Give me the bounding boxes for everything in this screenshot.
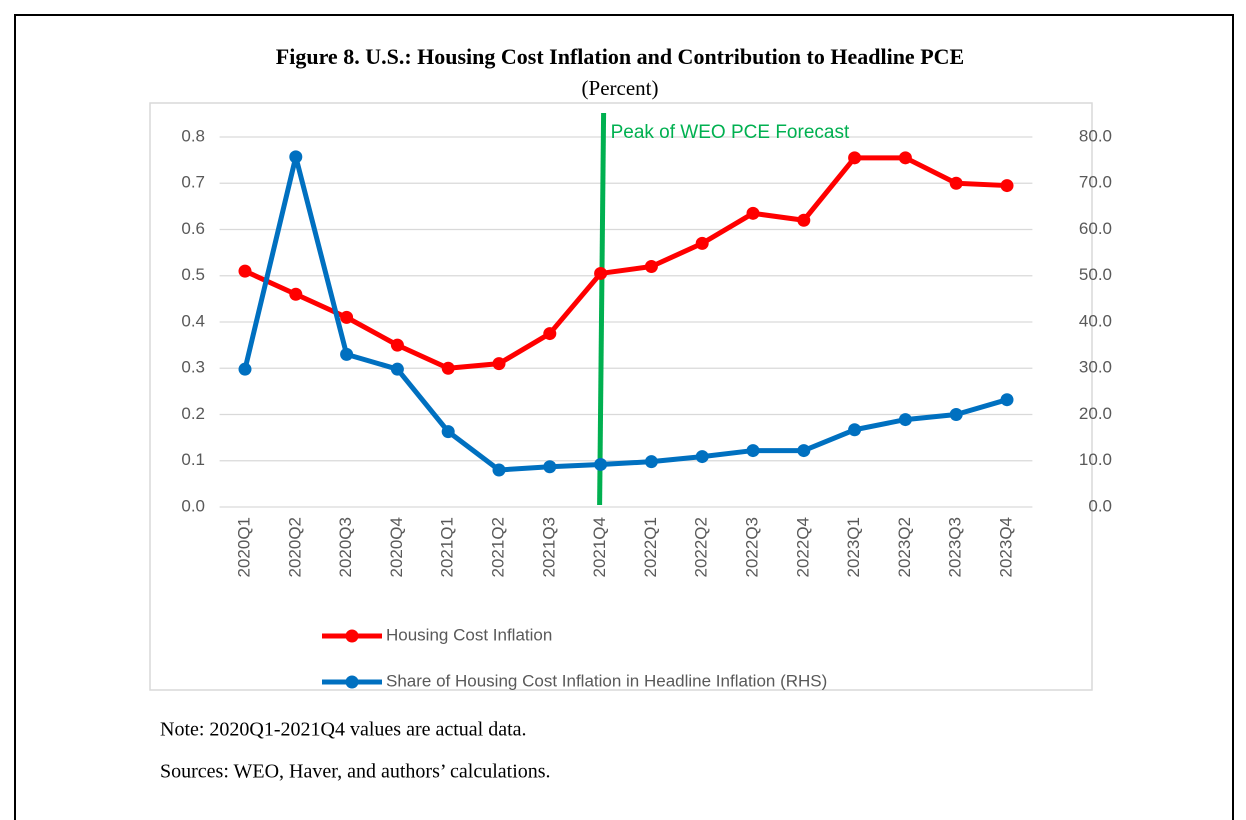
- y-tick-label: 0.4: [181, 311, 205, 330]
- y2-tick-label: 10.0: [1079, 450, 1112, 469]
- y-tick-label: 0.7: [181, 173, 205, 192]
- y2-tick-label: 70.0: [1079, 173, 1112, 192]
- point: [492, 463, 506, 477]
- y2-tick-label: 80.0: [1079, 126, 1112, 145]
- y-tick-label: 0.6: [181, 219, 205, 238]
- point: [543, 460, 557, 474]
- point: [644, 260, 658, 273]
- y2-tick-label: 0.0: [1088, 496, 1112, 515]
- series-line: [242, 154, 1008, 473]
- point: [746, 444, 760, 458]
- x-tick-label: 2020Q2: [285, 517, 304, 578]
- point: [543, 327, 557, 341]
- point: [238, 362, 252, 376]
- y2-tick-label: 60.0: [1079, 219, 1112, 238]
- point: [848, 151, 862, 165]
- point: [644, 455, 658, 469]
- x-tick-label: 2023Q2: [895, 517, 914, 578]
- y2-tick-label: 20.0: [1079, 404, 1112, 423]
- point: [695, 236, 709, 250]
- y-tick-label: 0.1: [181, 450, 205, 469]
- point: [340, 347, 354, 361]
- point: [797, 213, 811, 227]
- point: [238, 264, 252, 278]
- y2-tick-label: 30.0: [1079, 358, 1112, 377]
- x-tick-label: 2022Q1: [641, 517, 660, 578]
- point: [390, 362, 404, 376]
- x-tick-label: 2021Q3: [539, 517, 558, 578]
- x-tick-label: 2022Q3: [742, 517, 761, 578]
- chart-title: Figure 8. U.S.: Housing Cost Inflation a…: [276, 44, 964, 69]
- point: [594, 457, 608, 471]
- legend-marker: [345, 675, 359, 689]
- chart-frame: [149, 102, 1093, 691]
- y-tick-label: 0.3: [181, 358, 205, 377]
- annotation-line: [597, 112, 607, 506]
- series-line: [243, 155, 1008, 371]
- outer-border: [14, 14, 1234, 820]
- point: [695, 450, 709, 464]
- chart-subtitle: (Percent): [582, 76, 659, 100]
- source: Sources: WEO, Haver, and authors’ calcul…: [160, 761, 551, 783]
- point: [340, 310, 354, 324]
- x-tick-label: 2020Q4: [387, 517, 406, 578]
- point: [848, 423, 862, 437]
- point: [441, 361, 455, 375]
- x-tick-label: 2023Q1: [844, 517, 863, 578]
- x-tick-label: 2023Q3: [946, 517, 965, 578]
- point: [492, 357, 506, 371]
- x-tick-label: 2021Q2: [488, 517, 507, 578]
- y2-tick-label: 50.0: [1079, 265, 1112, 284]
- x-tick-label: 2020Q1: [234, 517, 253, 578]
- x-tick-label: 2022Q2: [692, 517, 711, 578]
- x-tick-label: 2022Q4: [793, 517, 812, 578]
- y-tick-label: 0.2: [181, 404, 205, 423]
- x-tick-label: 2023Q4: [996, 517, 1015, 578]
- x-tick-label: 2021Q4: [590, 517, 609, 578]
- point: [289, 150, 303, 164]
- point: [797, 444, 811, 458]
- point: [1000, 179, 1014, 193]
- y-tick-label: 0.0: [181, 496, 205, 515]
- note: Note: 2020Q1-2021Q4 values are actual da…: [160, 719, 527, 741]
- legend-label: Housing Cost Inflation: [386, 625, 552, 644]
- point: [390, 338, 404, 352]
- point: [898, 151, 912, 165]
- x-tick-label: 2020Q3: [336, 517, 355, 578]
- point: [949, 176, 963, 190]
- point: [949, 408, 963, 421]
- legend-marker: [345, 629, 359, 643]
- y2-tick-label: 40.0: [1079, 311, 1112, 330]
- point: [1000, 393, 1014, 407]
- annotation-text: Peak of WEO PCE Forecast: [611, 122, 850, 143]
- point: [289, 287, 303, 301]
- y-tick-label: 0.8: [181, 126, 205, 145]
- point: [746, 206, 760, 220]
- legend-label: Share of Housing Cost Inflation in Headl…: [386, 671, 827, 690]
- y-tick-label: 0.5: [181, 265, 205, 284]
- point: [441, 425, 455, 439]
- point: [898, 413, 912, 427]
- point: [594, 266, 608, 280]
- x-tick-label: 2021Q1: [438, 517, 457, 578]
